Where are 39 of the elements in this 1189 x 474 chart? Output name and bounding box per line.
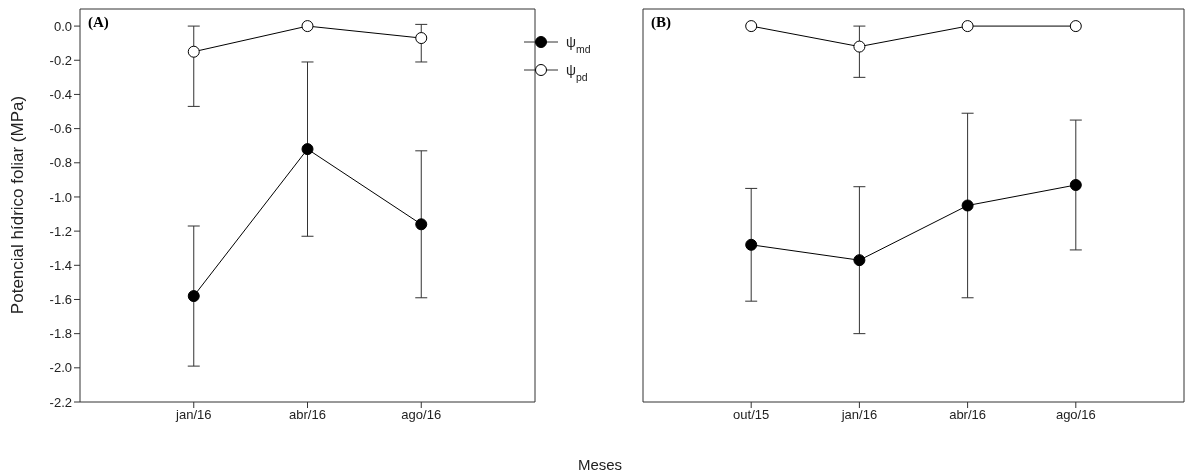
point [961, 199, 974, 212]
x-tick-label: jan/16 [175, 407, 212, 423]
point [415, 218, 428, 231]
point [1069, 179, 1082, 191]
y-tick-label: -2.2 [49, 394, 72, 410]
y-tick-label: -2.0 [49, 360, 72, 376]
y-tick-label: -1.4 [49, 257, 72, 273]
y-tick-label: 0.0 [53, 18, 72, 34]
y-tick-label: -1.8 [49, 326, 72, 342]
legend-label: ψ$_{pd}$ [566, 62, 588, 83]
point [301, 143, 314, 156]
x-tick-label: jan/16 [840, 407, 878, 423]
y-tick-label: -1.6 [49, 292, 72, 308]
point [415, 32, 428, 45]
point [745, 238, 758, 251]
point [187, 290, 200, 303]
x-tick-label: ago/16 [401, 407, 442, 423]
point [1069, 20, 1082, 33]
y-tick-label: -1.2 [49, 223, 72, 239]
chart-title: (A) [88, 14, 109, 31]
point [853, 40, 866, 53]
y-tick-label: -0.8 [49, 155, 72, 171]
x-tick-label: out/15 [733, 407, 770, 423]
x-tick-label: ago/16 [1055, 407, 1096, 423]
point [853, 254, 866, 267]
x-tick-label: abr/16 [289, 407, 326, 423]
point [187, 45, 200, 58]
y-tick-label: -0.4 [49, 87, 72, 103]
point [301, 20, 314, 33]
point [745, 20, 758, 33]
chart-title: (B) [651, 14, 671, 31]
point [961, 20, 974, 33]
x-axis-title: Meses [577, 456, 623, 473]
y-axis-title: Potencial hídrico foliar (MPa) [8, 95, 28, 315]
y-tick-label: -0.2 [49, 52, 72, 68]
legend-label: ψ$_{md}$ [566, 34, 591, 55]
y-tick-label: -0.6 [49, 121, 72, 137]
x-tick-label: abr/16 [949, 407, 987, 423]
y-tick-label: -1.0 [49, 189, 72, 205]
